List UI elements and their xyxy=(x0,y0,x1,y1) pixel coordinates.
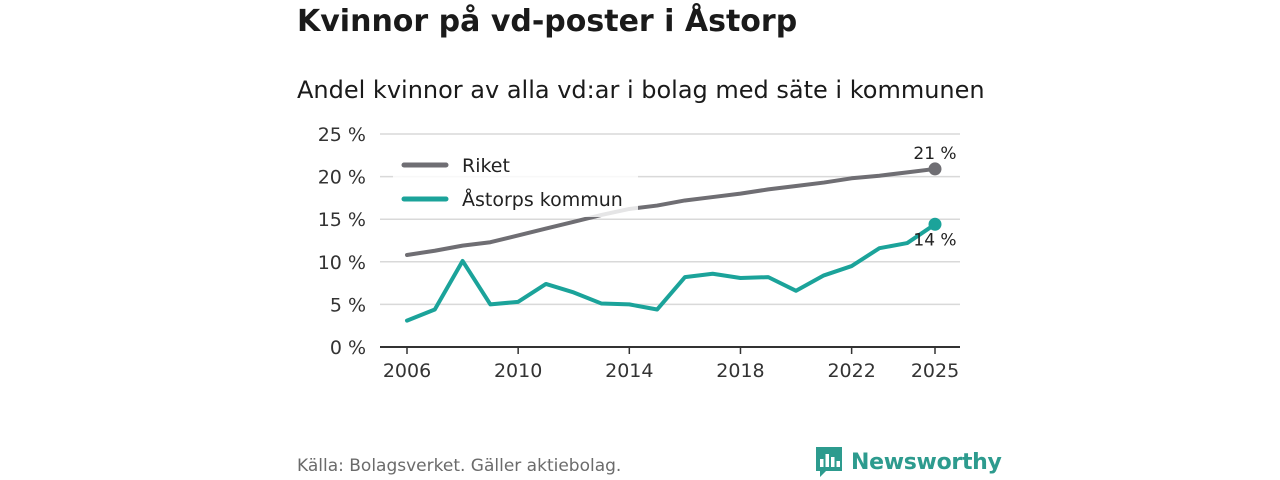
end-label-riket: 21 % xyxy=(913,144,956,164)
end-marker xyxy=(928,217,942,231)
brand[interactable]: Newsworthy xyxy=(815,446,1002,478)
y-tick-label: 10 % xyxy=(318,252,366,274)
x-tick-label: 2022 xyxy=(827,360,875,382)
y-tick-label: 5 % xyxy=(330,294,366,316)
legend-label: Riket xyxy=(462,155,510,177)
x-tick-label: 2010 xyxy=(494,360,542,382)
chart-subtitle: Andel kvinnor av alla vd:ar i bolag med … xyxy=(297,76,985,104)
bar-chart-speech-bubble-icon xyxy=(816,447,842,477)
legend-background xyxy=(393,147,638,217)
end-marker xyxy=(928,162,942,176)
series-line-riket xyxy=(405,166,937,257)
chart-title: Kvinnor på vd-poster i Åstorp xyxy=(297,4,798,39)
y-tick-label: 25 % xyxy=(318,124,366,146)
legend-label: Åstorps kommun xyxy=(462,188,623,211)
y-tick-label: 20 % xyxy=(318,167,366,189)
end-label-astorp: 14 % xyxy=(913,230,956,250)
x-tick-label: 2014 xyxy=(605,360,653,382)
brand-name: Newsworthy xyxy=(851,449,1002,475)
y-tick-label: 15 % xyxy=(318,209,366,231)
x-tick-label: 2018 xyxy=(716,360,764,382)
series-line-astorp xyxy=(405,222,937,323)
legend: Riket Åstorps kommun xyxy=(393,147,638,217)
source-note: Källa: Bolagsverket. Gäller aktiebolag. xyxy=(297,456,622,476)
line-chart: 0 % 5 % 10 % 15 % 20 % 25 % 2006 2010 2014 2018 20… xyxy=(318,124,960,382)
x-tick-label: 2006 xyxy=(383,360,431,382)
y-tick-label: 0 % xyxy=(330,337,366,359)
x-tick-label: 2025 xyxy=(911,360,959,382)
